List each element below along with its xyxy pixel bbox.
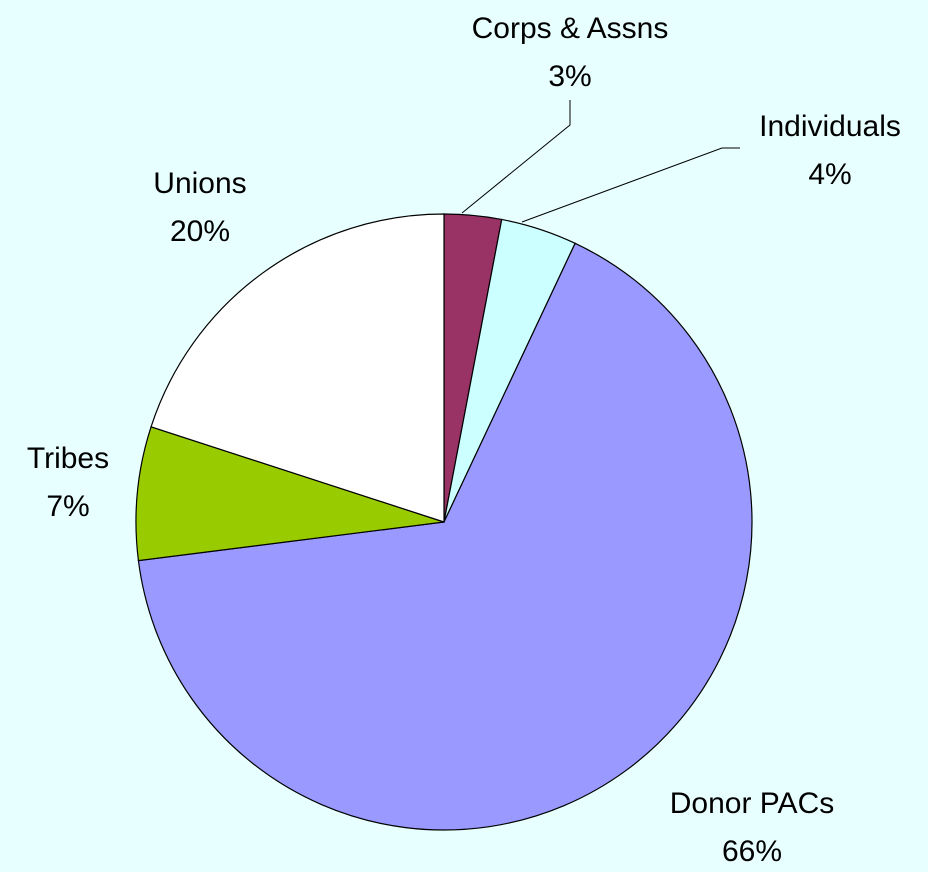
leader-line <box>461 100 571 214</box>
pie-slice <box>137 242 753 831</box>
slice-label: Unions <box>153 167 246 200</box>
slice-label: Tribes <box>27 442 109 475</box>
slice-label: Donor PACs <box>670 787 835 820</box>
pie-slice <box>150 213 445 523</box>
pie-slice <box>135 426 445 562</box>
slice-label: Corps & Assns <box>472 12 669 45</box>
slice-value-label: 3% <box>548 60 591 93</box>
slice-value-label: 20% <box>170 215 230 248</box>
slice-value-label: 66% <box>722 835 782 868</box>
slice-value-label: 4% <box>808 158 851 191</box>
slice-value-label: 7% <box>46 490 89 523</box>
leader-line <box>521 147 740 223</box>
slice-label: Individuals <box>759 110 901 143</box>
